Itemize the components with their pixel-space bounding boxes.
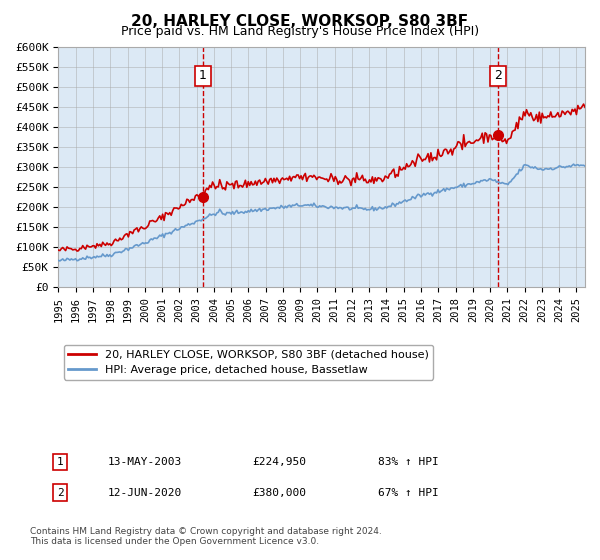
Text: 83% ↑ HPI: 83% ↑ HPI [378,457,439,467]
Text: Contains HM Land Registry data © Crown copyright and database right 2024.
This d: Contains HM Land Registry data © Crown c… [30,526,382,546]
Text: £224,950: £224,950 [252,457,306,467]
Text: 12-JUN-2020: 12-JUN-2020 [108,488,182,498]
Text: 1: 1 [199,69,207,82]
Text: 20, HARLEY CLOSE, WORKSOP, S80 3BF: 20, HARLEY CLOSE, WORKSOP, S80 3BF [131,14,469,29]
Legend: 20, HARLEY CLOSE, WORKSOP, S80 3BF (detached house), HPI: Average price, detache: 20, HARLEY CLOSE, WORKSOP, S80 3BF (deta… [64,346,433,380]
Text: Price paid vs. HM Land Registry's House Price Index (HPI): Price paid vs. HM Land Registry's House … [121,25,479,38]
Text: 67% ↑ HPI: 67% ↑ HPI [378,488,439,498]
Text: 13-MAY-2003: 13-MAY-2003 [108,457,182,467]
Text: 2: 2 [494,69,502,82]
Text: 1: 1 [56,457,64,467]
Text: 2: 2 [56,488,64,498]
Text: £380,000: £380,000 [252,488,306,498]
